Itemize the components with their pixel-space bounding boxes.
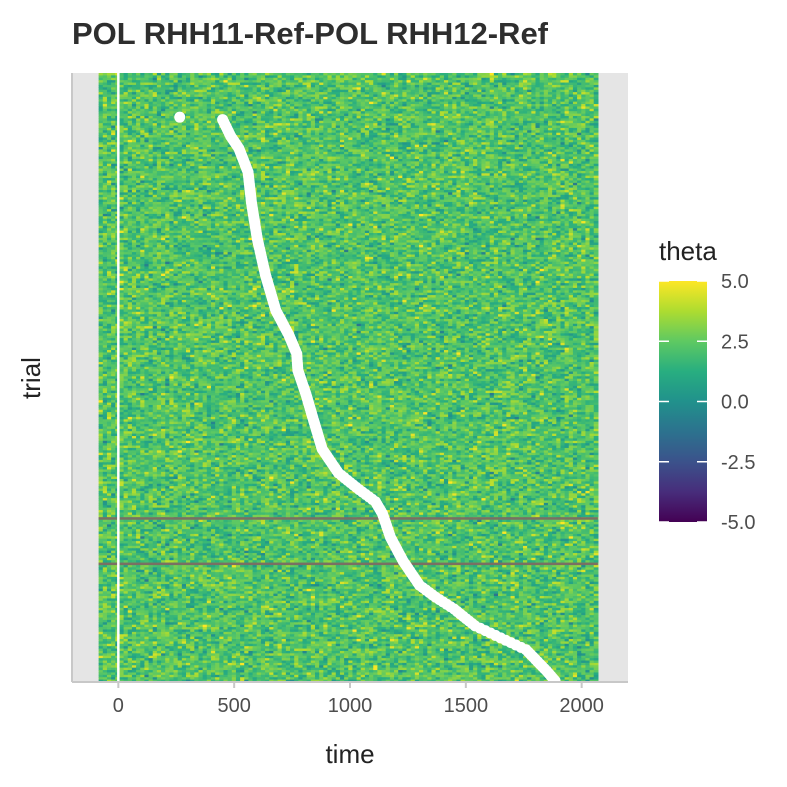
heatmap-cells	[99, 73, 599, 683]
chart-title: POL RHH11-Ref-POL RHH12-Ref	[72, 16, 549, 51]
